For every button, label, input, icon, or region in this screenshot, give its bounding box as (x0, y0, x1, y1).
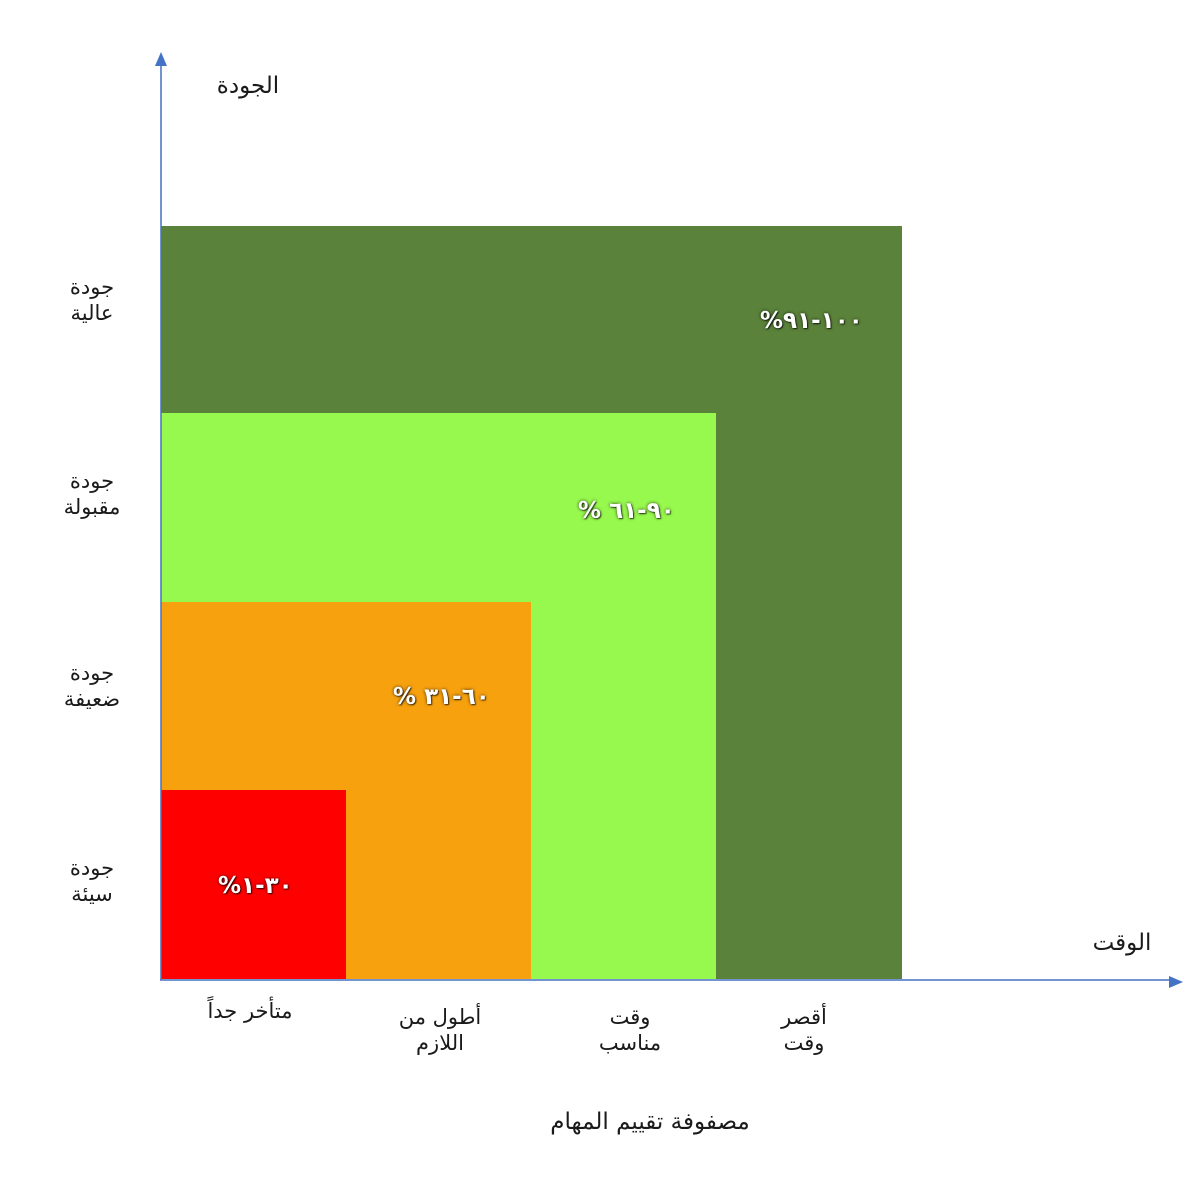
y-axis-title: الجودة (216, 73, 280, 99)
quality-label-acceptable-line2: مقبولة (63, 495, 121, 520)
time-label-shortest: أقصر وقت (734, 1004, 874, 1057)
quality-label-poor: جودة سيئة (40, 855, 144, 908)
time-label-shortest-line1: أقصر (781, 1005, 827, 1029)
quality-label-high-line1: جودة (69, 275, 115, 299)
time-label-very-late: متأخر جداً (180, 998, 320, 1024)
quality-label-weak-line1: جودة (69, 661, 115, 685)
quality-label-acceptable-line1: جودة (69, 469, 115, 493)
zone-high-score-label: %١٠٠-٩١ (760, 308, 863, 334)
quality-label-acceptable: جودة مقبولة (40, 468, 144, 521)
x-axis-title: الوقت (1092, 930, 1152, 956)
time-label-longer-line2: اللازم (416, 1031, 464, 1056)
x-axis-arrowhead (1169, 976, 1183, 988)
zone-good-score-label: % ٩٠-٦١ (578, 498, 675, 524)
zone-low-score (161, 790, 346, 979)
zone-low-score-label: %٣٠-١ (218, 873, 293, 899)
zone-medium-score-label: % ٦٠-٣١ (393, 684, 490, 710)
time-label-longer-than-needed: أطول من اللازم (370, 1004, 510, 1057)
y-axis-arrowhead (155, 52, 167, 66)
diagram-caption: مصفوفة تقييم المهام (550, 1109, 750, 1135)
quality-label-high-line2: عالية (70, 301, 114, 326)
time-label-appropriate: وقت مناسب (560, 1004, 700, 1057)
quality-label-weak-line2: ضعيفة (63, 687, 121, 712)
quality-label-weak: جودة ضعيفة (40, 660, 144, 713)
quality-label-high: جودة عالية (40, 274, 144, 327)
time-label-appropriate-line1: وقت (609, 1005, 651, 1029)
time-label-appropriate-line2: مناسب (598, 1031, 662, 1056)
time-label-shortest-line2: وقت (783, 1031, 825, 1056)
quality-label-poor-line1: جودة (69, 856, 115, 880)
quality-label-poor-line2: سيئة (71, 882, 113, 907)
time-label-longer-line1: أطول من (398, 1005, 482, 1029)
time-label-very-late-line1: متأخر جداً (207, 999, 293, 1023)
